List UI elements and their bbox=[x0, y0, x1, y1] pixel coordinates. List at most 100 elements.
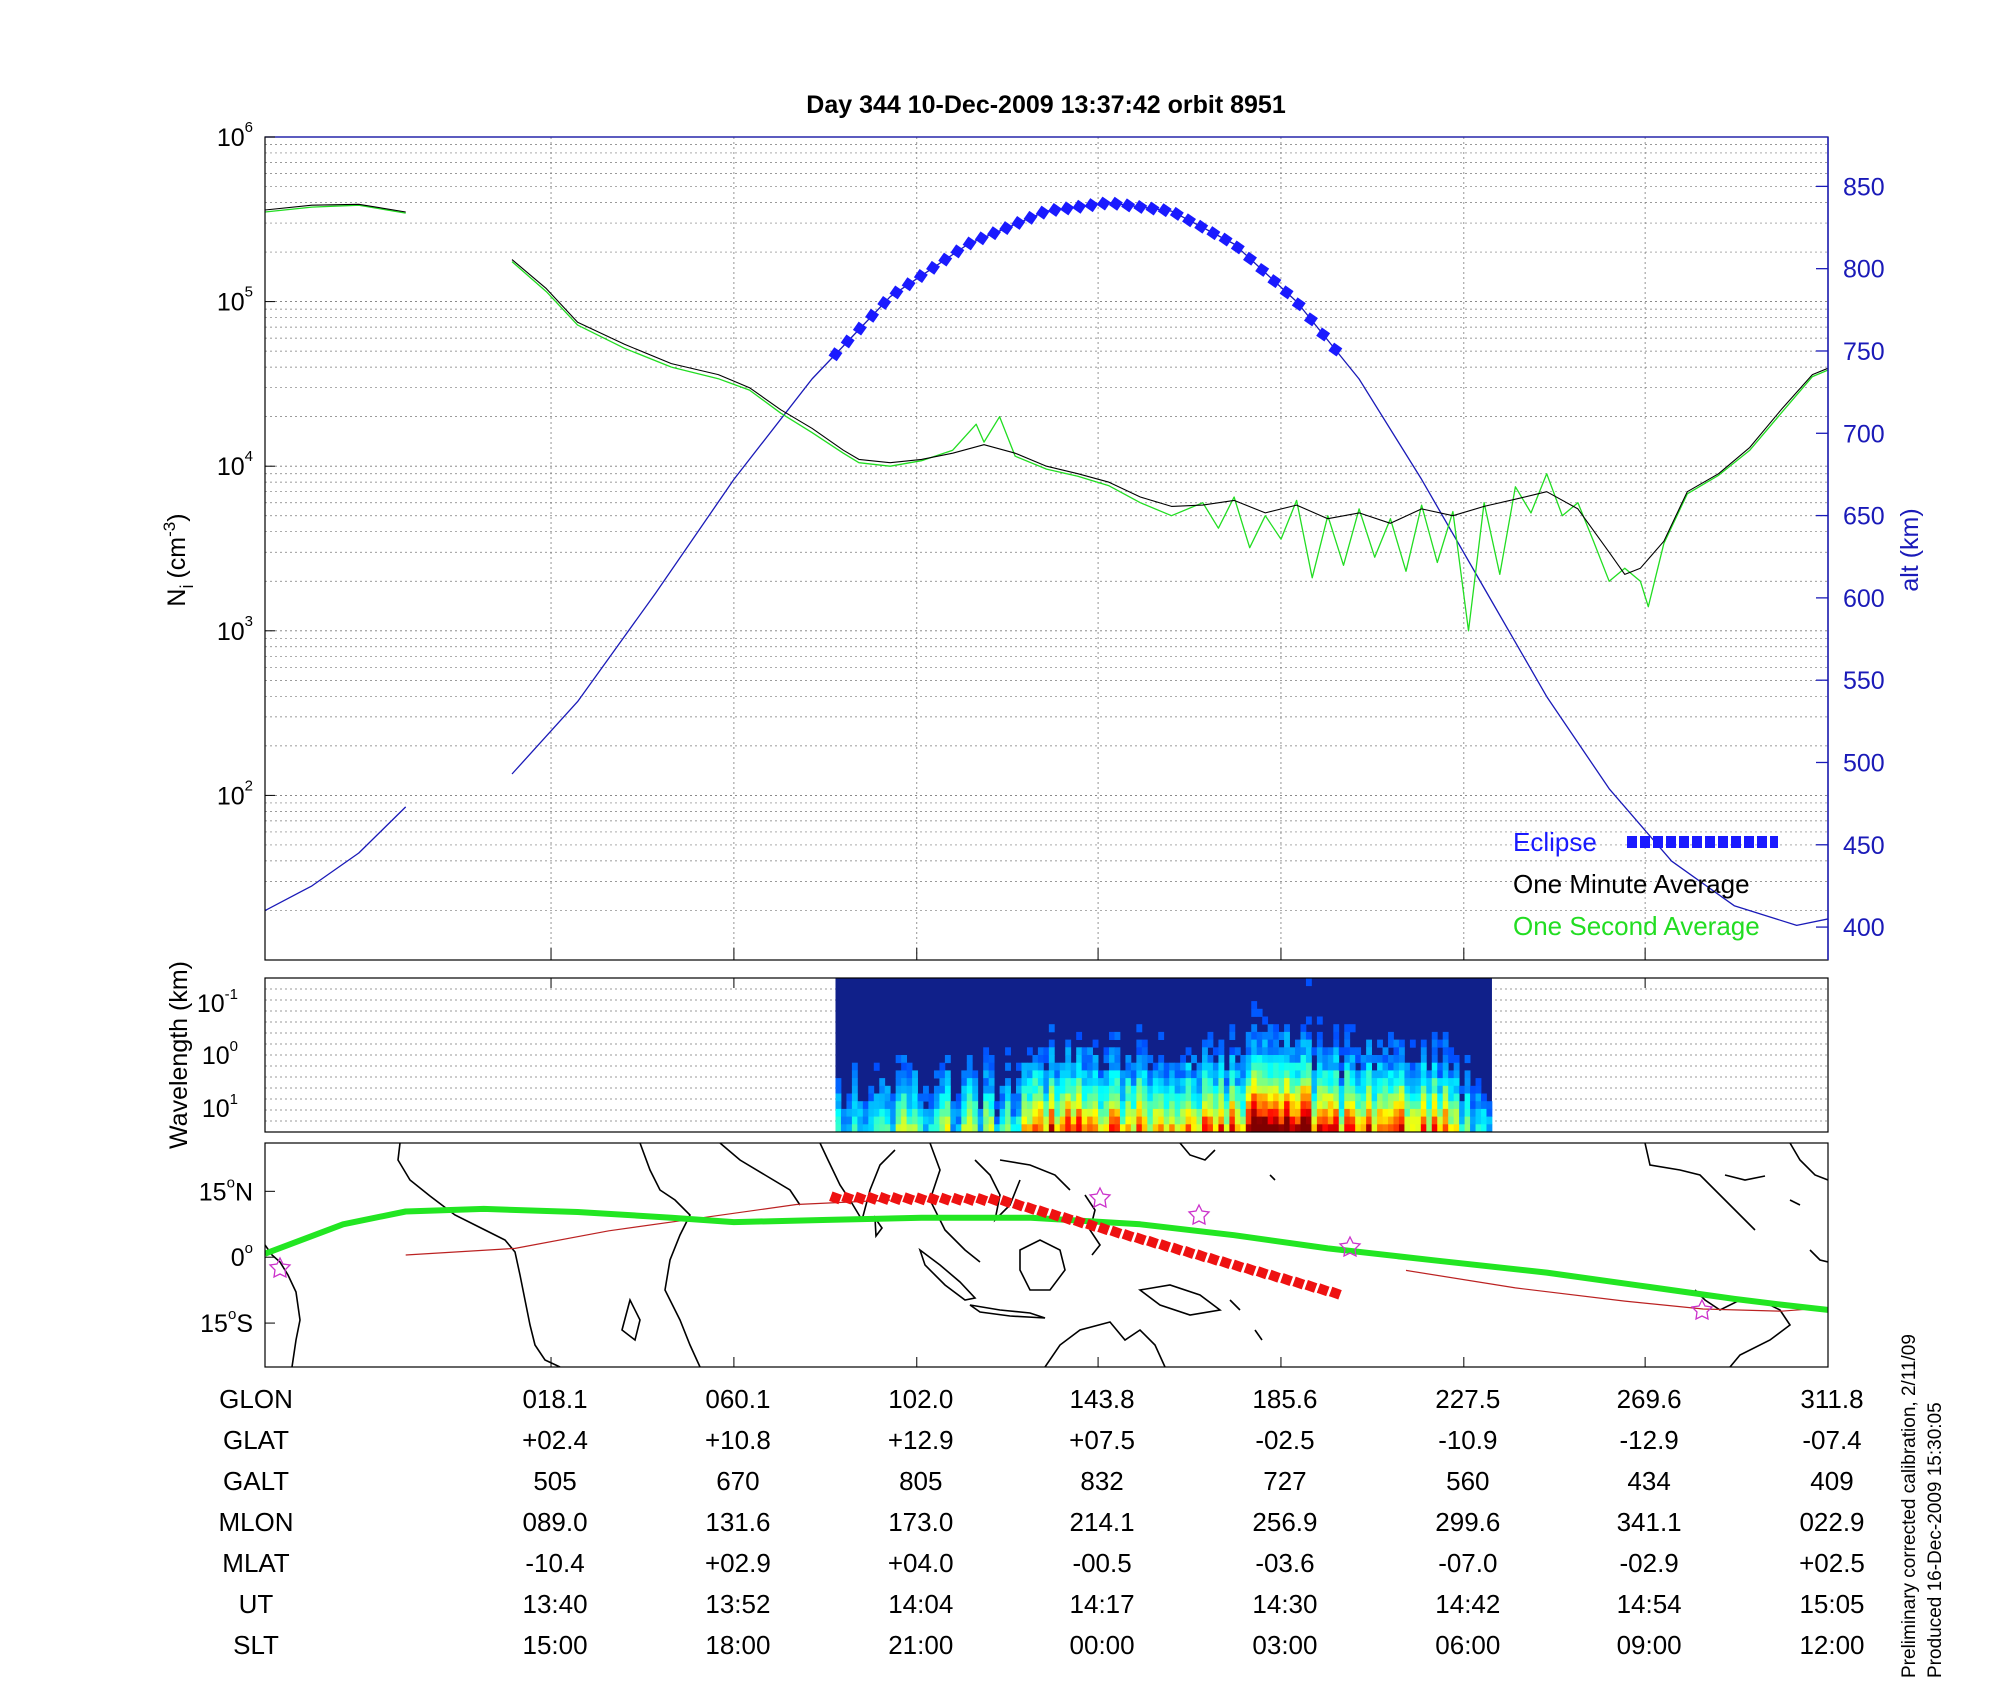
spectrogram-cell bbox=[1464, 1078, 1471, 1087]
spectrogram-cell bbox=[1103, 1055, 1110, 1064]
spectrogram-cell bbox=[1360, 1093, 1367, 1102]
spectrogram-cell bbox=[1207, 1124, 1214, 1133]
table-cell: 03:00 bbox=[1252, 1630, 1317, 1660]
density-label-units: (cm bbox=[163, 537, 191, 579]
density-tick-label: 104 bbox=[217, 448, 253, 481]
spectrogram-cell bbox=[1032, 1055, 1039, 1064]
density-tick-label: 106 bbox=[217, 119, 253, 152]
spectrogram-cell bbox=[1349, 1101, 1356, 1110]
spectrogram-cell bbox=[1355, 1085, 1362, 1094]
spectrogram-cell bbox=[857, 1108, 864, 1117]
spectrogram-cell bbox=[1409, 1093, 1416, 1102]
spectrogram-cell bbox=[1338, 1085, 1345, 1094]
spectrogram-cell bbox=[1360, 1116, 1367, 1125]
spectrogram-cell bbox=[1322, 1062, 1329, 1071]
spectrogram-cell bbox=[988, 1093, 995, 1102]
spectrogram-cell bbox=[1037, 1085, 1044, 1094]
spectrogram-cell bbox=[1114, 1047, 1121, 1056]
spectrogram-cell bbox=[1305, 1078, 1312, 1087]
eclipse-ground-marker bbox=[1170, 1242, 1184, 1256]
spectrogram-cell bbox=[1267, 1055, 1274, 1064]
spectrogram-cell bbox=[1327, 1108, 1334, 1117]
spectrogram-cell bbox=[1300, 1062, 1307, 1071]
spectrogram-cell bbox=[851, 1093, 858, 1102]
spectrogram-cell bbox=[1295, 1093, 1301, 1102]
spectrogram-cell bbox=[1338, 1078, 1345, 1087]
spectrogram-cell bbox=[1202, 1085, 1208, 1094]
eclipse-ground-marker bbox=[1267, 1269, 1281, 1283]
spectrogram-cell bbox=[1431, 1116, 1438, 1125]
spectrogram-cell bbox=[988, 1055, 995, 1064]
spectrogram-cell bbox=[1398, 1062, 1405, 1071]
spectrogram-cell bbox=[1295, 1062, 1301, 1071]
spectrogram-cell bbox=[1076, 1116, 1083, 1125]
spectrogram-cell bbox=[1180, 1093, 1187, 1102]
spectrogram-cell bbox=[1245, 1039, 1252, 1048]
spectrogram-cell bbox=[1207, 1062, 1214, 1071]
spectrogram-cell bbox=[1087, 1116, 1094, 1125]
spectrogram-cell bbox=[1180, 1062, 1187, 1071]
spectrogram-cell bbox=[1092, 1062, 1099, 1071]
eclipse-marker bbox=[1023, 210, 1038, 225]
eclipse-marker bbox=[987, 226, 1001, 241]
spectrogram-cell bbox=[1278, 1124, 1285, 1133]
spectrogram-cell bbox=[1076, 1108, 1083, 1117]
table-cell: 18:00 bbox=[705, 1630, 770, 1660]
spectrogram-cell bbox=[933, 1108, 940, 1117]
spectrogram-cell bbox=[873, 1062, 880, 1071]
spectrogram-cell bbox=[1026, 1101, 1033, 1110]
spectrogram-cell bbox=[1316, 1062, 1323, 1071]
spectrogram-cell bbox=[1136, 1039, 1143, 1048]
spectrogram-cell bbox=[1366, 1093, 1372, 1102]
spectrogram-cell bbox=[1409, 1108, 1416, 1117]
spectrogram-cell bbox=[1355, 1101, 1362, 1110]
spectrogram-cell bbox=[1377, 1078, 1383, 1087]
spectrogram-cell bbox=[1382, 1093, 1389, 1102]
spectrogram-cell bbox=[1185, 1070, 1192, 1079]
spectrogram-cell bbox=[1273, 1124, 1280, 1133]
eclipse-ground-marker bbox=[975, 1193, 989, 1206]
spectrogram-cell bbox=[1147, 1116, 1154, 1125]
spectrogram-cell bbox=[1207, 1078, 1214, 1087]
spectrogram-cell bbox=[944, 1070, 951, 1079]
spectrogram-cell bbox=[1185, 1078, 1192, 1087]
spectrogram-cell bbox=[1262, 1062, 1269, 1071]
spectrogram-cell bbox=[1481, 1108, 1487, 1117]
spectrogram-cell bbox=[1316, 1078, 1323, 1087]
eclipse-marker bbox=[1133, 199, 1148, 214]
spectrogram-cell bbox=[890, 1108, 897, 1117]
spectrogram-cell bbox=[1059, 1062, 1066, 1071]
spectrogram-cell bbox=[851, 1062, 858, 1071]
spectrogram-cell bbox=[1076, 1062, 1083, 1071]
spectrogram-cell bbox=[1229, 1031, 1236, 1040]
spectrogram-cell bbox=[857, 1124, 864, 1133]
spectrogram-cell bbox=[1305, 1055, 1312, 1064]
spectrogram-cell bbox=[933, 1085, 940, 1094]
spectrogram-cell bbox=[1349, 1085, 1356, 1094]
spectrogram-cell bbox=[846, 1116, 853, 1125]
spectrogram-cell bbox=[1026, 1108, 1033, 1117]
eclipse-marker bbox=[840, 334, 855, 349]
spectrogram-cell bbox=[1305, 1047, 1312, 1056]
spectrogram-cell bbox=[895, 1070, 902, 1079]
spectrogram-cell bbox=[1295, 1070, 1301, 1079]
spectrogram-cell bbox=[1032, 1078, 1039, 1087]
spectrogram-cell bbox=[1196, 1062, 1203, 1071]
spectrogram-cell bbox=[1388, 1039, 1394, 1048]
spectrogram-cell bbox=[1109, 1124, 1115, 1133]
spectrogram-cell bbox=[1026, 1078, 1033, 1087]
spectrogram-cell bbox=[1037, 1055, 1044, 1064]
spectrogram-cell bbox=[879, 1101, 886, 1110]
eclipse-marker bbox=[1157, 203, 1172, 218]
alt-tick-label: 500 bbox=[1843, 749, 1885, 777]
spectrogram-cell bbox=[1300, 1070, 1307, 1079]
eclipse-marker bbox=[1108, 196, 1123, 211]
spectrogram-cell bbox=[1371, 1055, 1378, 1064]
spectrogram-cell bbox=[1267, 1085, 1274, 1094]
spectrogram-cell bbox=[890, 1101, 897, 1110]
star-icon bbox=[268, 1256, 292, 1279]
spectrogram-cell bbox=[895, 1085, 902, 1094]
spectrogram-cell bbox=[1316, 1085, 1323, 1094]
eclipse-marker bbox=[1072, 199, 1087, 214]
spectrogram-cell bbox=[1382, 1047, 1389, 1056]
